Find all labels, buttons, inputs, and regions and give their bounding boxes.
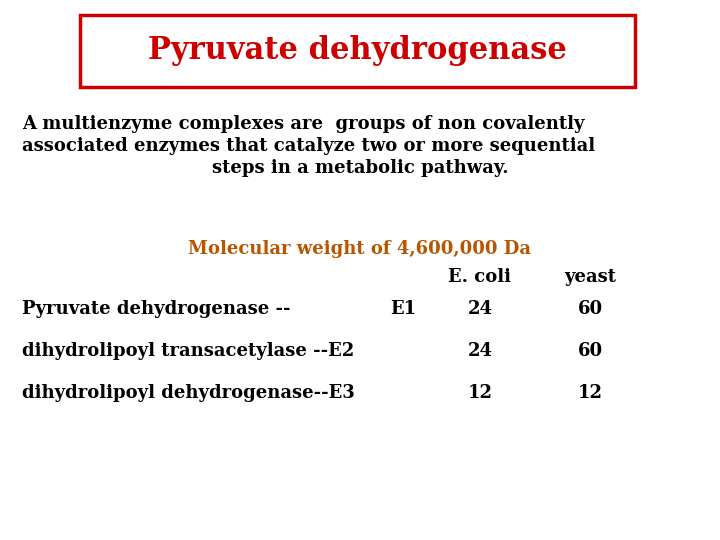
Text: Molecular weight of 4,600,000 Da: Molecular weight of 4,600,000 Da [189, 240, 531, 258]
Text: steps in a metabolic pathway.: steps in a metabolic pathway. [212, 159, 508, 177]
Text: A multienzyme complexes are  groups of non covalently: A multienzyme complexes are groups of no… [22, 115, 585, 133]
Text: 60: 60 [577, 342, 603, 360]
Text: yeast: yeast [564, 268, 616, 286]
Text: E1: E1 [390, 300, 416, 318]
Text: Pyruvate dehydrogenase --: Pyruvate dehydrogenase -- [22, 300, 290, 318]
Text: 24: 24 [467, 300, 492, 318]
Text: Pyruvate dehydrogenase: Pyruvate dehydrogenase [148, 36, 567, 66]
Text: E. coli: E. coli [449, 268, 511, 286]
Text: dihydrolipoyl dehydrogenase--E3: dihydrolipoyl dehydrogenase--E3 [22, 384, 355, 402]
Text: 60: 60 [577, 300, 603, 318]
Text: 12: 12 [577, 384, 603, 402]
Text: 12: 12 [467, 384, 492, 402]
Text: dihydrolipoyl transacetylase --E2: dihydrolipoyl transacetylase --E2 [22, 342, 354, 360]
Text: 24: 24 [467, 342, 492, 360]
Text: associated enzymes that catalyze two or more sequential: associated enzymes that catalyze two or … [22, 137, 595, 155]
FancyBboxPatch shape [80, 15, 635, 87]
